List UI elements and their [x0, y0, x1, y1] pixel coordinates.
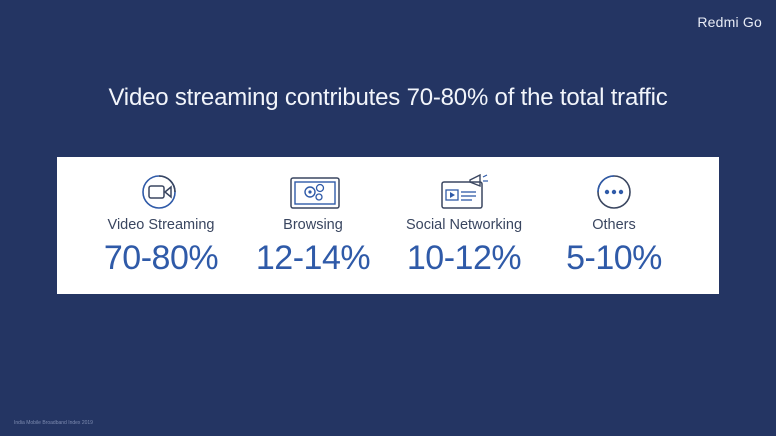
slide-headline: Video streaming contributes 70-80% of th…: [108, 84, 668, 111]
source-footnote: India Mobile Broadband Index 2019: [14, 420, 93, 426]
video-camera-icon: [137, 172, 185, 212]
browser-gears-icon: [289, 172, 340, 212]
category-video-streaming: Video Streaming 70-80%: [81, 157, 241, 294]
brand-label: Redmi Go: [697, 14, 762, 30]
category-label: Browsing: [283, 217, 343, 233]
category-value: 70-80%: [103, 239, 219, 277]
category-browsing: Browsing 12-14%: [233, 157, 393, 294]
more-dots-icon: [590, 172, 638, 212]
traffic-panel: Video Streaming 70-80% Browsing 12-14%: [57, 157, 719, 294]
megaphone-screen-icon: [440, 172, 488, 212]
category-label: Video Streaming: [107, 217, 215, 233]
category-social-networking: Social Networking 10-12%: [384, 157, 544, 294]
category-others: Others 5-10%: [534, 157, 694, 294]
category-value: 10-12%: [406, 239, 522, 277]
category-label: Social Networking: [405, 217, 523, 233]
category-value: 5-10%: [566, 239, 662, 277]
category-value: 12-14%: [255, 239, 371, 277]
category-label: Others: [592, 217, 636, 233]
